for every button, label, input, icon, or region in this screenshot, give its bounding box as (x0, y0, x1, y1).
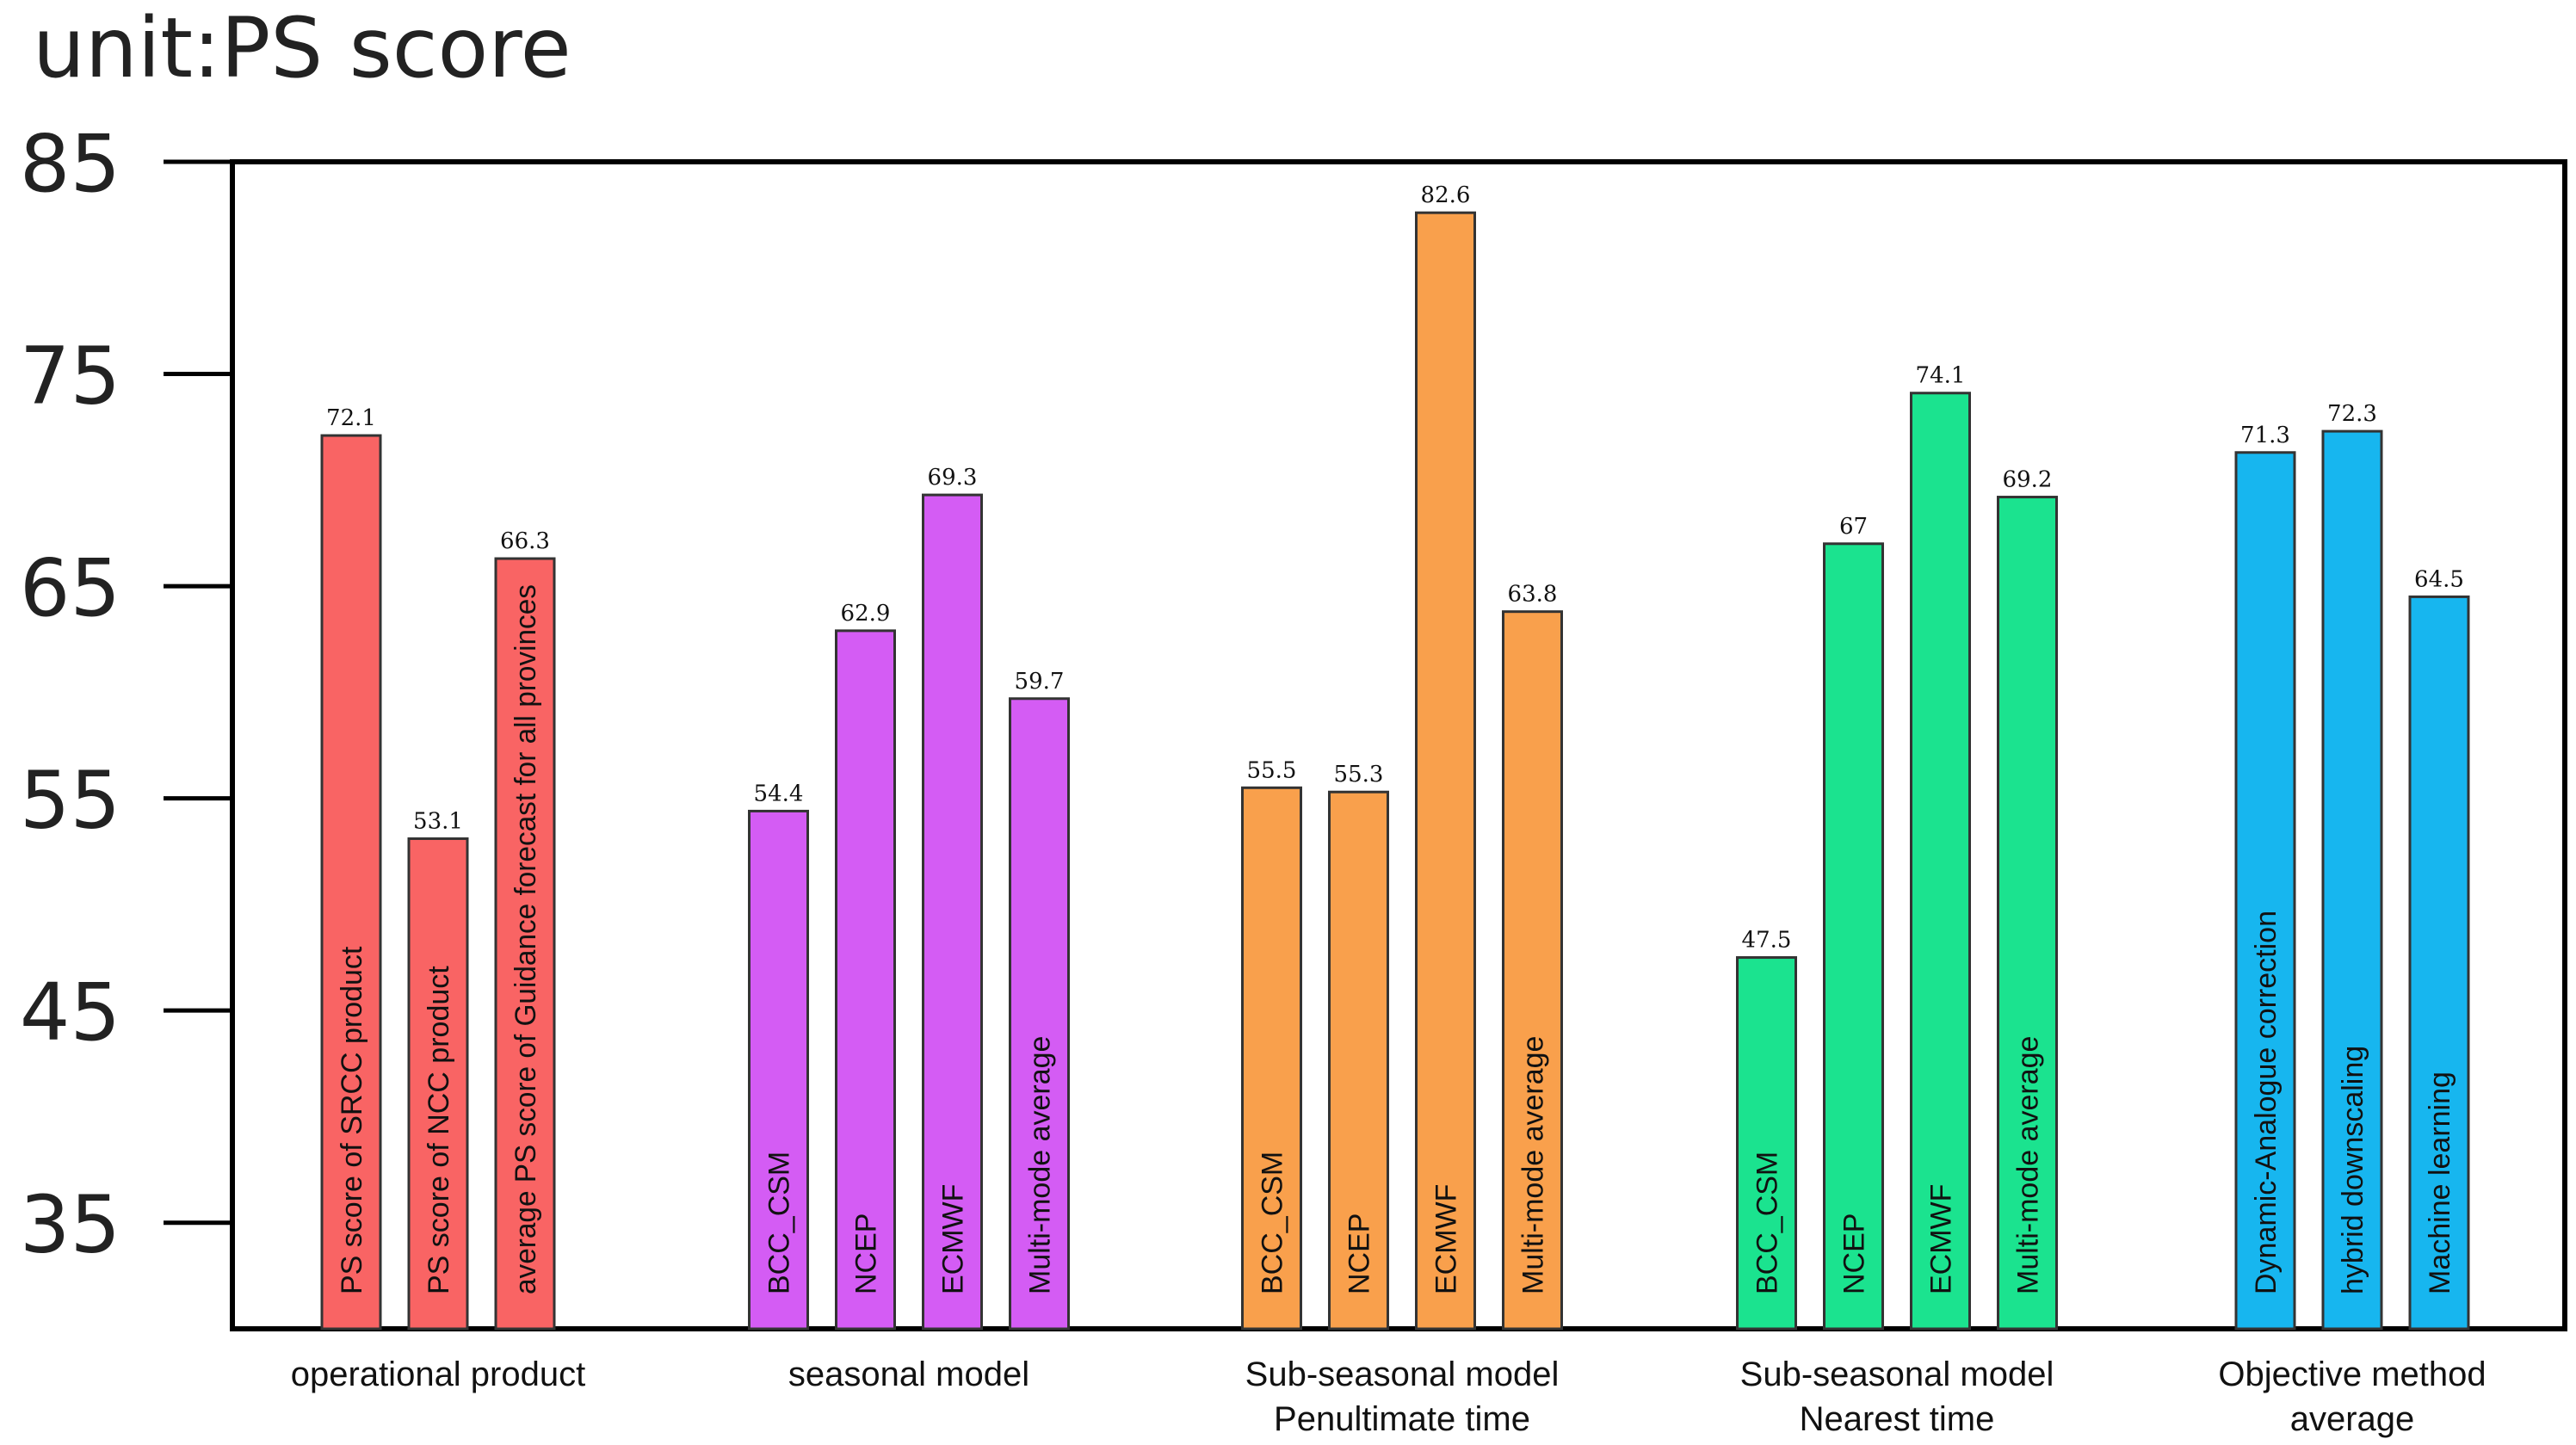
bar-series-label: Dynamic-Analogue correction (2250, 911, 2283, 1294)
bar-value-label: 63.8 (1508, 582, 1558, 608)
bar (1241, 786, 1302, 1331)
bar-value-label: 66.3 (500, 528, 550, 554)
x-category-label: Sub-seasonal model (1740, 1355, 2054, 1393)
bar-value-label: 72.1 (326, 405, 376, 431)
y-tick-label: 85 (20, 118, 120, 210)
y-tick-label: 35 (20, 1179, 120, 1271)
y-tick-label: 75 (20, 330, 120, 423)
bar (407, 837, 469, 1331)
bar-series-label: BCC_CSM (1257, 1152, 1289, 1294)
bar (1502, 610, 1563, 1331)
bar-series-label: Machine learning (2424, 1071, 2456, 1294)
x-category-label: Objective method (2218, 1355, 2486, 1393)
bar-series-label: ECMWF (1925, 1184, 1958, 1294)
bar-value-label: 55.3 (1334, 762, 1384, 787)
x-category-label: operational product (291, 1355, 585, 1393)
plot-frame (230, 159, 2567, 1331)
bar-value-label: 71.3 (2240, 423, 2290, 448)
bar (1328, 790, 1389, 1331)
y-tick-label: 45 (20, 966, 120, 1059)
bar-value-label: 47.5 (1742, 928, 1792, 954)
bar (1415, 211, 1476, 1331)
bar (1736, 956, 1797, 1331)
bar-series-label: ECMWF (1430, 1184, 1463, 1294)
bar (922, 493, 983, 1331)
bar-series-label: NCEP (1344, 1213, 1376, 1294)
bar (2321, 429, 2383, 1331)
bar-value-label: 69.3 (928, 465, 978, 491)
bar (835, 629, 896, 1331)
bar-series-label: average PS score of Guidance forecast fo… (510, 584, 542, 1294)
bar-series-label: PS score of NCC product (423, 966, 455, 1294)
bar-value-label: 59.7 (1015, 669, 1065, 695)
bar-value-label: 53.1 (413, 808, 463, 834)
bar-value-label: 74.1 (1916, 363, 1966, 389)
bar-series-label: BCC_CSM (1751, 1152, 1784, 1294)
bar-series-label: Multi-mode average (1517, 1036, 1550, 1294)
bar-series-label: PS score of SRCC product (336, 946, 368, 1294)
x-category-label: Penultimate time (1274, 1400, 1530, 1438)
bar (748, 809, 809, 1331)
bar-series-label: NCEP (1838, 1213, 1871, 1294)
bar-series-label: hybrid downscaling (2337, 1046, 2369, 1294)
bar (494, 557, 556, 1331)
x-category-label: average (2290, 1400, 2415, 1438)
bar-value-label: 62.9 (841, 601, 891, 627)
bar-series-label: NCEP (850, 1213, 883, 1294)
bar (1009, 697, 1070, 1331)
bar-series-label: ECMWF (937, 1184, 970, 1294)
unit-label: unit:PS score (33, 0, 571, 96)
bar (320, 434, 382, 1331)
bar-value-label: 55.5 (1247, 757, 1297, 783)
bar (1910, 392, 1971, 1331)
bar-value-label: 72.3 (2327, 401, 2377, 427)
bar-series-label: Multi-mode average (1024, 1036, 1057, 1294)
bar-value-label: 69.2 (2003, 467, 2053, 493)
bar-value-label: 54.4 (754, 781, 804, 806)
bar (1997, 496, 2058, 1331)
bar-value-label: 64.5 (2414, 566, 2464, 592)
bar (1823, 542, 1884, 1331)
y-tick-label: 65 (20, 542, 120, 634)
bar-series-label: Multi-mode average (2012, 1036, 2045, 1294)
x-category-label: seasonal model (788, 1355, 1029, 1393)
bar-value-label: 82.6 (1421, 182, 1471, 208)
x-category-label: Sub-seasonal model (1245, 1355, 1560, 1393)
bar-series-label: BCC_CSM (763, 1152, 796, 1294)
bar-value-label: 67 (1839, 514, 1868, 540)
bar (2234, 451, 2296, 1331)
y-tick-label: 55 (20, 755, 120, 847)
bar (2408, 595, 2470, 1331)
x-category-label: Nearest time (1800, 1400, 1995, 1438)
